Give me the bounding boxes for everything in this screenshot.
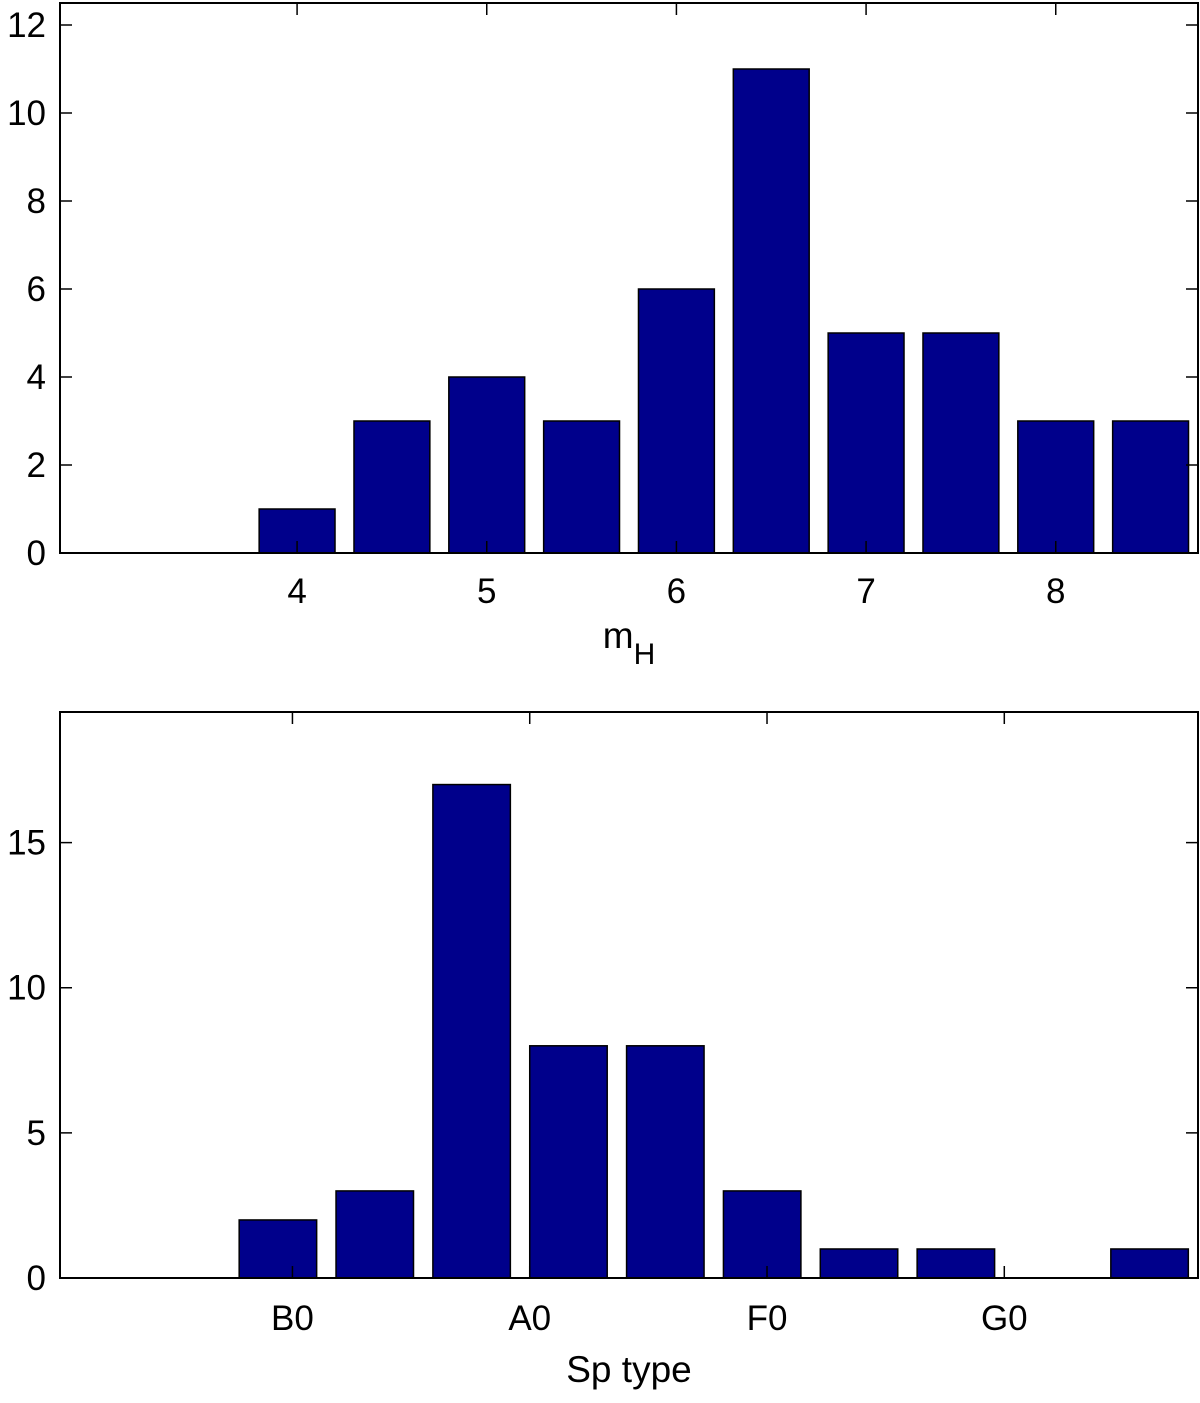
bar	[732, 68, 810, 554]
y-tick-label: 0	[27, 1259, 46, 1298]
y-tick-label: 6	[27, 270, 46, 309]
y-tick-label: 8	[27, 182, 46, 221]
histogram-magnitude: 0 2 4 6 8 10 12 4 5 6 7 8 mH	[7, 2, 1199, 671]
y-tick-label: 4	[27, 358, 46, 397]
x-axis-label: mH	[603, 615, 656, 671]
axes-frame	[59, 711, 1199, 1279]
histogram-spectral-type: 0 5 10 15 B0 A0 F0 G0 Sp type	[7, 711, 1199, 1390]
bar	[238, 1219, 318, 1279]
x-tick-label: 7	[856, 572, 875, 611]
bar	[827, 332, 905, 554]
x-tick-label: 8	[1046, 572, 1065, 611]
bar	[335, 1190, 415, 1279]
y-tick-label: 5	[27, 1114, 46, 1153]
bar	[1110, 1248, 1190, 1279]
bar	[528, 1045, 608, 1279]
bar	[448, 376, 526, 554]
x-tick-label: G0	[981, 1299, 1028, 1338]
bar	[1111, 420, 1190, 554]
x-tick-label: F0	[747, 1299, 788, 1338]
bar	[722, 1190, 802, 1279]
y-tick-label: 0	[27, 534, 46, 573]
bar	[916, 1248, 996, 1279]
axes-frame	[59, 2, 1199, 554]
bar	[637, 288, 716, 554]
bar	[819, 1248, 899, 1279]
x-tick-label: 4	[287, 572, 306, 611]
bar	[922, 332, 1000, 554]
bar	[542, 420, 621, 554]
x-tick-label: 6	[667, 572, 686, 611]
y-tick-label: 10	[7, 94, 46, 133]
x-tick-label: B0	[271, 1299, 314, 1338]
bar	[353, 420, 431, 554]
bar	[625, 1045, 705, 1279]
y-tick-label: 10	[7, 969, 46, 1008]
x-axis-label: Sp type	[566, 1349, 691, 1390]
x-tick-label: 5	[477, 572, 496, 611]
y-tick-label: 2	[27, 446, 46, 485]
bar	[1017, 420, 1095, 554]
x-tick-label: A0	[508, 1299, 551, 1338]
bar	[432, 783, 512, 1279]
y-tick-label: 12	[7, 6, 46, 45]
y-tick-label: 15	[7, 824, 46, 863]
